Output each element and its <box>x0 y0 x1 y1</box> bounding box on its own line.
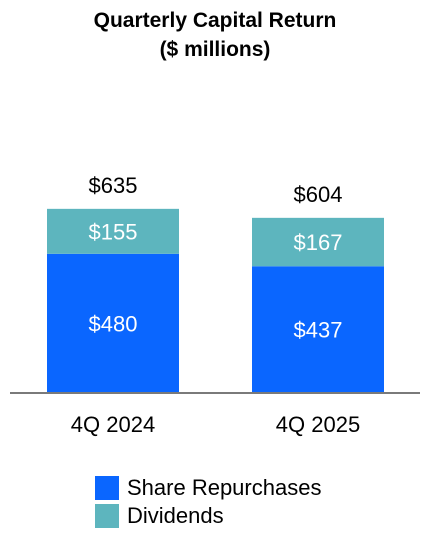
legend: Share Repurchases Dividends <box>95 474 321 530</box>
legend-item-dividends: Dividends <box>95 502 321 530</box>
chart-title-line-2: ($ millions) <box>159 38 271 61</box>
x-tick-label-4q-2024: 4Q 2024 <box>71 412 155 437</box>
legend-item-share-repurchases: Share Repurchases <box>95 474 321 502</box>
bar-share-repurchases-4q-2024 <box>47 253 179 393</box>
bar-dividends-4q-2024 <box>47 208 179 254</box>
data-label-share-repurchases-4q-2024: $480 <box>89 311 138 336</box>
bar-share-repurchases-4q-2025 <box>252 266 384 393</box>
data-label-dividends-4q-2024: $155 <box>89 219 138 244</box>
data-label-share-repurchases-4q-2025: $437 <box>294 318 343 343</box>
legend-swatch-share-repurchases <box>95 476 119 500</box>
total-label-4q-2024: $635 <box>89 173 138 198</box>
legend-swatch-dividends <box>95 504 119 528</box>
legend-label-share-repurchases: Share Repurchases <box>127 475 322 500</box>
chart-title: Quarterly Capital Return ($ millions) <box>0 6 430 64</box>
data-label-dividends-4q-2025: $167 <box>294 230 343 255</box>
x-tick-label-4q-2025: 4Q 2025 <box>276 412 360 437</box>
total-label-4q-2025: $604 <box>294 182 343 207</box>
legend-label-dividends: Dividends <box>127 503 224 528</box>
chart-title-line-1: Quarterly Capital Return <box>93 9 337 32</box>
bar-dividends-4q-2025 <box>252 217 384 267</box>
